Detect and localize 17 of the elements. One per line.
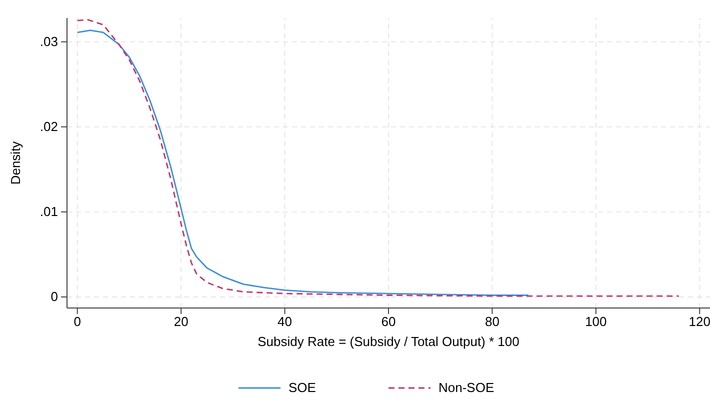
legend-label: Non-SOE <box>438 380 494 395</box>
x-tick-label: 40 <box>278 314 292 330</box>
line-series <box>76 30 530 296</box>
y-tick-label: .03 <box>40 34 58 49</box>
y-tick-label: .02 <box>40 119 58 134</box>
x-tick-label: 0 <box>74 314 81 330</box>
y-axis-title: Density <box>8 140 23 185</box>
x-tick-label: 80 <box>484 314 500 330</box>
x-axis-title: Subsidy Rate = (Subsidy / Total Output) * 100 <box>258 334 520 349</box>
line-series <box>76 19 680 297</box>
legend-label: SOE <box>288 380 316 395</box>
x-tick-label: 120 <box>688 314 710 330</box>
x-tick-label: 60 <box>381 314 396 330</box>
x-tick-label: 100 <box>585 314 607 330</box>
y-tick-label: 0 <box>50 289 58 304</box>
x-tick-label: 20 <box>174 314 188 330</box>
y-tick-label: .01 <box>40 204 58 220</box>
